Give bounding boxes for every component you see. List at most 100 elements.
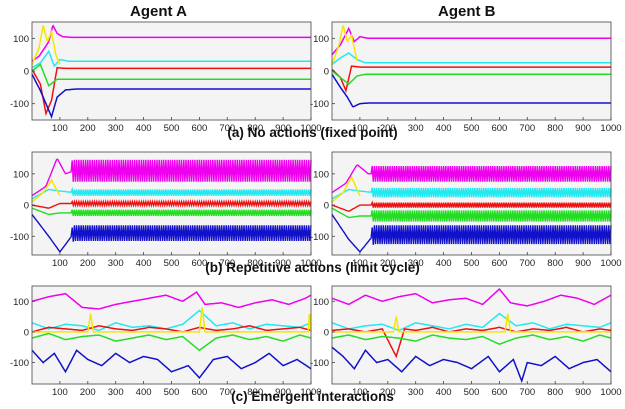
- series-line-green: [31, 207, 312, 217]
- x-tick-label: 500: [464, 387, 480, 398]
- series-line-red: [31, 199, 312, 209]
- x-tick-label: 800: [247, 123, 263, 134]
- y-tick-label: 0: [324, 201, 329, 212]
- x-tick-label: 1000: [600, 387, 621, 398]
- x-tick-label: 800: [247, 258, 263, 269]
- caption-no-actions: (a) No actions (fixed point): [227, 125, 398, 140]
- series-line-yellow: [31, 25, 61, 65]
- x-tick-label: 700: [219, 258, 235, 269]
- x-tick-label: 300: [108, 123, 124, 134]
- y-tick-label: -100: [310, 99, 329, 110]
- x-tick-label: 200: [80, 387, 96, 398]
- series-line-blue: [31, 349, 312, 380]
- series-line-magenta: [331, 26, 611, 56]
- series-line-green: [31, 63, 311, 87]
- series-line-green: [331, 207, 612, 222]
- x-tick-label: 800: [247, 387, 263, 398]
- y-tick-label: 100: [13, 34, 29, 45]
- caption-emergent-interactions: (c) Emergent interactions: [231, 389, 394, 404]
- y-tick-label: -100: [10, 232, 29, 243]
- x-tick-label: 400: [136, 387, 152, 398]
- x-tick-label: 700: [219, 387, 235, 398]
- series-line-yellow: [32, 307, 312, 333]
- x-tick-label: 700: [519, 123, 535, 134]
- x-tick-label: 200: [80, 258, 96, 269]
- x-tick-label: 900: [275, 387, 291, 398]
- series-line-magenta: [331, 288, 612, 307]
- plot-area: [332, 286, 611, 384]
- x-tick-label: 600: [191, 258, 207, 269]
- x-tick-label: 500: [464, 123, 480, 134]
- x-tick-label: 400: [436, 387, 452, 398]
- series-line-magenta: [31, 158, 312, 197]
- y-tick-label: -100: [10, 99, 29, 110]
- x-tick-label: 600: [191, 387, 207, 398]
- series-line-yellow: [332, 313, 611, 333]
- x-tick-label: 700: [219, 123, 235, 134]
- y-tick-label: 0: [324, 327, 329, 338]
- y-tick-label: 0: [324, 67, 329, 78]
- x-tick-label: 700: [519, 387, 535, 398]
- series-line-cyan: [331, 187, 612, 200]
- series-line-blue: [31, 73, 311, 119]
- series-line-blue: [331, 346, 612, 384]
- x-tick-label: 300: [108, 387, 124, 398]
- series-line-blue: [31, 213, 312, 254]
- x-tick-label: 100: [352, 123, 368, 134]
- series-line-cyan: [31, 186, 312, 200]
- x-tick-label: 400: [136, 123, 152, 134]
- plot-area: [32, 286, 311, 384]
- x-tick-label: 100: [52, 258, 68, 269]
- series-line-red: [331, 65, 611, 94]
- column-title-agent-b: Agent B: [438, 3, 496, 20]
- x-tick-label: 400: [136, 258, 152, 269]
- series-line-red: [332, 326, 612, 359]
- series-line-green: [331, 334, 612, 346]
- x-tick-label: 900: [575, 258, 591, 269]
- x-tick-label: 600: [491, 387, 507, 398]
- x-tick-label: 800: [547, 387, 563, 398]
- x-tick-label: 900: [275, 123, 291, 134]
- series-line-yellow: [331, 175, 361, 203]
- x-tick-label: 200: [380, 123, 396, 134]
- x-tick-label: 300: [108, 258, 124, 269]
- series-line-cyan: [331, 52, 611, 66]
- x-tick-label: 1000: [300, 258, 321, 269]
- y-tick-label: -100: [310, 232, 329, 243]
- series-line-cyan: [31, 309, 312, 332]
- x-tick-label: 300: [408, 258, 424, 269]
- series-line-blue: [331, 214, 612, 254]
- series-line-red: [31, 66, 311, 117]
- series-line-green: [31, 332, 312, 352]
- series-line-magenta: [331, 164, 612, 194]
- caption-repetitive-actions: (b) Repetitive actions (limit cycle): [205, 260, 420, 275]
- plot-area: [32, 22, 311, 120]
- x-tick-label: 100: [352, 258, 368, 269]
- x-tick-label: 500: [164, 387, 180, 398]
- series-line-blue: [331, 73, 611, 108]
- series-line-yellow: [31, 178, 61, 203]
- y-tick-label: 100: [313, 169, 329, 180]
- x-tick-label: 400: [436, 258, 452, 269]
- x-tick-label: 1000: [600, 258, 621, 269]
- series-line-magenta: [31, 24, 311, 62]
- series-line-cyan: [331, 312, 612, 332]
- x-tick-label: 1000: [600, 123, 621, 134]
- y-tick-label: 100: [13, 297, 29, 308]
- y-tick-label: -100: [10, 358, 29, 369]
- series-line-red: [331, 200, 612, 213]
- x-tick-label: 200: [380, 258, 396, 269]
- x-tick-label: 500: [164, 258, 180, 269]
- series-line-red: [31, 325, 312, 333]
- series-line-yellow: [331, 25, 358, 65]
- column-title-agent-a: Agent A: [130, 3, 187, 20]
- series-line-green: [331, 70, 611, 86]
- y-tick-label: -100: [310, 358, 329, 369]
- y-tick-label: 100: [13, 169, 29, 180]
- x-tick-label: 800: [547, 258, 563, 269]
- x-tick-label: 300: [408, 123, 424, 134]
